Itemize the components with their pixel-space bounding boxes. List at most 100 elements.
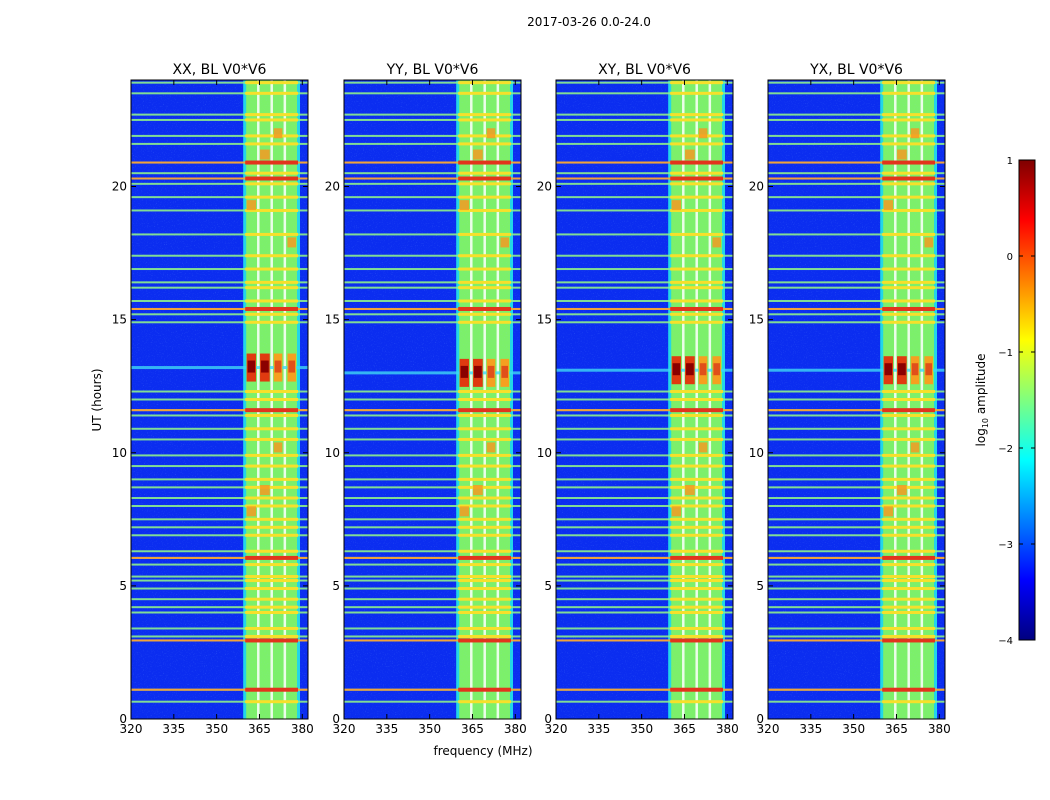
rfi-line-band <box>882 286 936 290</box>
rfi-line-band <box>670 496 724 500</box>
rfi-line <box>344 700 521 703</box>
rfi-hot-line <box>344 688 521 691</box>
rfi-line <box>768 563 945 566</box>
emission-core <box>247 360 256 373</box>
emission-patch <box>260 149 270 160</box>
rfi-line <box>768 134 945 137</box>
y-tick-label: 5 <box>119 579 127 593</box>
rfi-line <box>556 700 733 703</box>
rfi-line <box>556 579 733 582</box>
heatmap-area <box>768 80 945 719</box>
rfi-hot-line-band <box>670 160 724 165</box>
rfi-hot-line-band <box>458 306 512 311</box>
rfi-line-band <box>670 81 724 85</box>
rfi-line-band <box>458 587 512 591</box>
rfi-line-band <box>458 171 512 175</box>
emission-patch <box>486 442 496 453</box>
peak-streak <box>556 368 733 372</box>
rfi-line <box>344 142 521 145</box>
y-tick-label: 20 <box>537 180 552 194</box>
rfi-line-band <box>458 286 512 290</box>
x-tick-label: 365 <box>885 722 908 736</box>
rfi-line-band <box>670 113 724 117</box>
rfi-line-band <box>882 91 936 95</box>
colorbar-tick-label: 0 <box>1007 252 1013 263</box>
rfi-line-band <box>245 320 299 324</box>
rfi-line-band <box>245 700 299 704</box>
colorbar-tick-label: −3 <box>998 540 1013 551</box>
rfi-line-band <box>245 81 299 85</box>
panel-frame <box>130 79 309 720</box>
rfi-line <box>344 454 521 457</box>
rfi-line <box>131 518 308 521</box>
rfi-line-band <box>245 597 299 601</box>
rfi-line-band <box>458 597 512 601</box>
emission-patch <box>473 485 483 496</box>
rfi-line <box>344 209 521 212</box>
rfi-line-band <box>670 208 724 212</box>
emission-patch <box>910 442 920 453</box>
rfi-line-band <box>882 232 936 236</box>
emission-patch <box>698 128 708 139</box>
rfi-line-band <box>245 587 299 591</box>
rfi-line <box>344 268 521 271</box>
rfi-line-band <box>670 134 724 138</box>
rfi-line <box>131 414 308 417</box>
rfi-hot-line <box>344 177 521 180</box>
emission-patch <box>698 442 708 453</box>
panel-frame <box>555 79 734 720</box>
rfi-line <box>556 209 733 212</box>
rfi-line-band <box>882 398 936 401</box>
rfi-line <box>344 427 521 430</box>
rfi-line-band <box>245 208 299 212</box>
rfi-hot-line <box>556 307 733 310</box>
rfi-line-band <box>670 280 724 284</box>
rfi-line-band <box>458 312 512 316</box>
rfi-hot-line-band <box>458 687 512 692</box>
rfi-line-band <box>458 549 512 553</box>
rfi-line <box>131 313 308 316</box>
rfi-line <box>131 465 308 468</box>
emission-patch <box>473 149 483 160</box>
rfi-line-band <box>670 549 724 553</box>
emission-patch <box>486 128 496 139</box>
emission-patch <box>897 149 907 160</box>
rfi-line-band <box>458 437 512 441</box>
rfi-line-band <box>670 533 724 537</box>
y-tick-label: 0 <box>544 712 552 726</box>
rfi-line-band <box>245 626 299 630</box>
rfi-line <box>131 142 308 145</box>
rfi-line <box>556 606 733 609</box>
rfi-hot-line-band <box>458 160 512 165</box>
rfi-line <box>131 454 308 457</box>
rfi-line-band <box>245 575 299 579</box>
rfi-line <box>768 611 945 614</box>
rfi-line-band <box>670 398 724 401</box>
rfi-hot-line-band <box>245 555 299 560</box>
rfi-line-band <box>245 299 299 303</box>
rfi-line-band <box>458 611 512 614</box>
rfi-line-band <box>245 254 299 258</box>
rfi-line-band <box>670 504 724 508</box>
rfi-line-band <box>882 496 936 500</box>
rfi-line <box>768 233 945 236</box>
rfi-line-band <box>670 390 724 394</box>
rfi-line <box>556 233 733 236</box>
rfi-line <box>768 390 945 393</box>
rfi-line-band <box>245 390 299 394</box>
rfi-line-band <box>458 700 512 704</box>
rfi-line <box>556 427 733 430</box>
rfi-line-band <box>245 142 299 146</box>
y-tick-label: 15 <box>325 313 340 327</box>
y-tick-label: 20 <box>112 180 127 194</box>
rfi-line <box>556 534 733 537</box>
rfi-hot-line-band <box>882 687 936 692</box>
rfi-line-band <box>245 453 299 457</box>
rfi-line-band <box>882 437 936 441</box>
rfi-line <box>768 414 945 417</box>
colorbar-tick-label: −4 <box>998 636 1013 647</box>
rfi-line <box>556 497 733 500</box>
rfi-line <box>131 113 308 116</box>
x-tick-label: 365 <box>248 722 271 736</box>
rfi-line <box>768 398 945 401</box>
